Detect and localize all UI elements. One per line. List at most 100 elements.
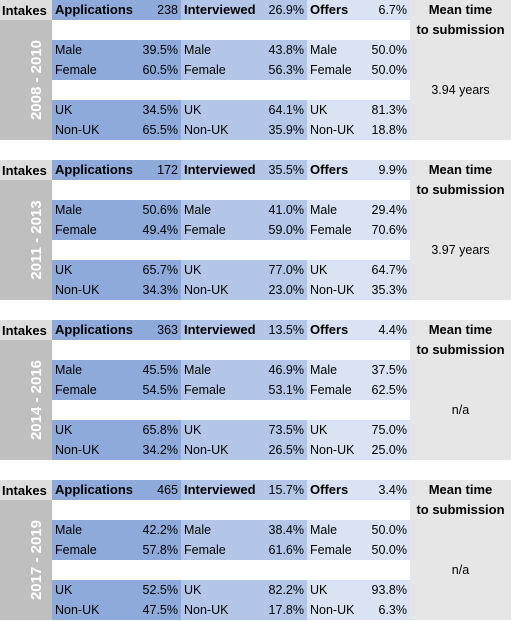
- origin-row-label: Non-UK: [181, 600, 264, 620]
- gender-row-label: Male: [52, 40, 135, 60]
- mean-time-subtitle: to submission: [416, 22, 505, 37]
- applications-label: Applications: [52, 160, 135, 180]
- origin-row-value: 23.0%: [264, 280, 307, 300]
- gender-row-value: 50.0%: [365, 540, 410, 560]
- origin-row-value: 47.5%: [135, 600, 181, 620]
- origin-row-value: 35.9%: [264, 120, 307, 140]
- origin-row-value: 75.0%: [365, 420, 410, 440]
- origin-row-label: UK: [181, 260, 264, 280]
- origin-row-value: 73.5%: [264, 420, 307, 440]
- origin-row-label: Non-UK: [307, 600, 365, 620]
- gender-row-label: Male: [52, 520, 135, 540]
- applications-value: 172: [135, 160, 181, 180]
- origin-row-label: Non-UK: [307, 120, 365, 140]
- gender-row-value: 53.1%: [264, 380, 307, 400]
- origin-row-label: Non-UK: [181, 120, 264, 140]
- mean-time-panel: Mean time to submission n/a: [410, 320, 511, 460]
- gender-row-label: Male: [307, 40, 365, 60]
- mean-time-title: Mean time: [428, 482, 493, 497]
- origin-row-label: Non-UK: [52, 600, 135, 620]
- origin-row-value: 65.8%: [135, 420, 181, 440]
- intakes-label: Intakes: [2, 3, 47, 18]
- intakes-header-cell: [0, 320, 52, 340]
- year-range-side-panel: Intakes 2014 - 2016: [0, 320, 52, 460]
- gender-row-value: 29.4%: [365, 200, 410, 220]
- origin-row-value: 64.7%: [365, 260, 410, 280]
- gender-row-value: 59.0%: [264, 220, 307, 240]
- interviewed-value: 35.5%: [264, 160, 307, 180]
- interviewed-label: Interviewed: [181, 320, 264, 340]
- origin-row-value: 34.5%: [135, 100, 181, 120]
- mean-time-subtitle: to submission: [416, 182, 505, 197]
- gender-row-label: Male: [52, 200, 135, 220]
- gender-row-value: 45.5%: [135, 360, 181, 380]
- gender-row-value: 70.6%: [365, 220, 410, 240]
- origin-row-label: Non-UK: [52, 120, 135, 140]
- gender-row-value: 56.3%: [264, 60, 307, 80]
- gender-row-label: Female: [181, 60, 264, 80]
- origin-row-label: Non-UK: [52, 440, 135, 460]
- gender-row-label: Male: [307, 360, 365, 380]
- origin-row-value: 35.3%: [365, 280, 410, 300]
- gender-row-value: 61.6%: [264, 540, 307, 560]
- gender-row-value: 38.4%: [264, 520, 307, 540]
- mean-time-title: Mean time: [428, 322, 493, 337]
- offers-label: Offers: [307, 320, 365, 340]
- year-range-label: 2008 - 2010: [28, 39, 45, 121]
- origin-row-label: UK: [52, 580, 135, 600]
- year-range-side-panel: Intakes 2017 - 2019: [0, 480, 52, 620]
- gender-row-value: 60.5%: [135, 60, 181, 80]
- gender-row-label: Male: [181, 360, 264, 380]
- gender-row-value: 62.5%: [365, 380, 410, 400]
- origin-row-label: UK: [307, 420, 365, 440]
- intakes-header-cell: [0, 480, 52, 500]
- gender-row-label: Male: [181, 40, 264, 60]
- origin-row-label: Non-UK: [181, 280, 264, 300]
- gender-row-label: Female: [181, 380, 264, 400]
- intakes-label: Intakes: [2, 163, 47, 178]
- offers-value: 3.4%: [365, 480, 410, 500]
- gender-row-value: 50.0%: [365, 40, 410, 60]
- gender-row-label: Male: [181, 520, 264, 540]
- gender-row-label: Male: [52, 360, 135, 380]
- origin-row-label: UK: [181, 100, 264, 120]
- mean-time-panel: Mean time to submission n/a: [410, 480, 511, 620]
- gender-row-label: Female: [307, 540, 365, 560]
- origin-row-value: 18.8%: [365, 120, 410, 140]
- origin-row-value: 81.3%: [365, 100, 410, 120]
- year-range-label: 2011 - 2013: [28, 200, 45, 280]
- origin-row-label: Non-UK: [181, 440, 264, 460]
- mean-time-panel: Mean time to submission 3.97 years: [410, 160, 511, 300]
- intake-block: Intakes 2017 - 2019 Applications 465 Intervi…: [0, 480, 511, 620]
- origin-row-label: UK: [307, 100, 365, 120]
- gender-row-label: Female: [307, 60, 365, 80]
- mean-time-value: 3.97 years: [431, 243, 490, 257]
- gender-row-label: Female: [52, 380, 135, 400]
- year-range-label: 2014 - 2016: [28, 359, 45, 441]
- gender-row-value: 57.8%: [135, 540, 181, 560]
- origin-row-value: 34.3%: [135, 280, 181, 300]
- origin-row-label: Non-UK: [52, 280, 135, 300]
- interviewed-label: Interviewed: [181, 480, 264, 500]
- origin-row-value: 17.8%: [264, 600, 307, 620]
- intakes-label: Intakes: [2, 323, 47, 338]
- gender-row-value: 41.0%: [264, 200, 307, 220]
- interviewed-value: 26.9%: [264, 0, 307, 20]
- origin-row-value: 52.5%: [135, 580, 181, 600]
- gender-row-value: 42.2%: [135, 520, 181, 540]
- gender-row-value: 46.9%: [264, 360, 307, 380]
- intake-block: Intakes 2014 - 2016 Applications 363 Intervi…: [0, 320, 511, 460]
- offers-value: 4.4%: [365, 320, 410, 340]
- applications-label: Applications: [52, 0, 135, 20]
- applications-value: 238: [135, 0, 181, 20]
- year-range-side-panel: Intakes 2008 - 2010: [0, 0, 52, 140]
- origin-row-label: UK: [52, 260, 135, 280]
- mean-time-title: Mean time: [428, 162, 493, 177]
- offers-value: 6.7%: [365, 0, 410, 20]
- applications-label: Applications: [52, 480, 135, 500]
- applications-value: 363: [135, 320, 181, 340]
- mean-time-value: n/a: [451, 403, 470, 417]
- gender-row-label: Female: [181, 540, 264, 560]
- intakes-header-cell: [0, 160, 52, 180]
- gender-row-value: 43.8%: [264, 40, 307, 60]
